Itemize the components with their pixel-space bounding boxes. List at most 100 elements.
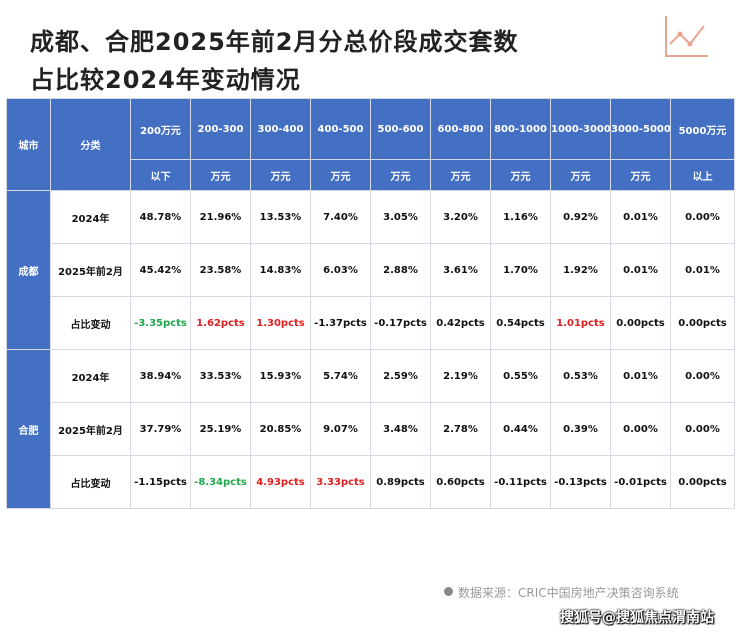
header-band-top: 800-1000: [490, 98, 551, 160]
value-cell: 0.01%: [610, 349, 671, 403]
value-cell: 0.00%: [670, 349, 735, 403]
data-source-note: 数据来源：CRIC中国房地产决策咨询系统: [458, 586, 679, 600]
value-cell: 0.00pcts: [610, 296, 671, 350]
value-cell: 4.93pcts: [250, 455, 311, 509]
value-cell: 6.03%: [310, 243, 371, 297]
table-row: 占比变动 -1.15pcts -8.34pcts 4.93pcts 3.33pcts 0.…: [7, 455, 735, 509]
watermark: 搜狐号@搜狐焦点渭南站: [560, 610, 714, 626]
header-band-bottom: 万元: [250, 159, 311, 191]
value-cell: 0.01%: [610, 190, 671, 244]
value-cell: 20.85%: [250, 402, 311, 456]
value-cell: 37.79%: [130, 402, 191, 456]
line-chart-icon: [662, 14, 710, 64]
value-cell: 25.19%: [190, 402, 251, 456]
value-cell: 0.92%: [550, 190, 611, 244]
value-cell: -0.13pcts: [550, 455, 611, 509]
value-cell: 0.55%: [490, 349, 551, 403]
source-dot-icon: [444, 587, 453, 596]
value-cell: 14.83%: [250, 243, 311, 297]
value-cell: 3.20%: [430, 190, 491, 244]
value-cell: 2.59%: [370, 349, 431, 403]
value-cell: 2.19%: [430, 349, 491, 403]
category-cell: 2024年: [50, 349, 131, 403]
value-cell: -0.17pcts: [370, 296, 431, 350]
value-cell: 0.54pcts: [490, 296, 551, 350]
category-cell: 2024年: [50, 190, 131, 244]
header-band-bottom: 万元: [490, 159, 551, 191]
value-cell: 0.89pcts: [370, 455, 431, 509]
header-band-bottom: 以上: [670, 159, 735, 191]
value-cell: 1.16%: [490, 190, 551, 244]
value-cell: 0.00pcts: [670, 455, 735, 509]
header-band-bottom: 万元: [310, 159, 371, 191]
value-cell: 5.74%: [310, 349, 371, 403]
table-row: 2025年前2月 37.79% 25.19% 20.85% 9.07% 3.48% 2.78…: [7, 402, 735, 456]
value-cell: 7.40%: [310, 190, 371, 244]
header-band-bottom: 万元: [190, 159, 251, 191]
value-cell: 1.30pcts: [250, 296, 311, 350]
header-band-bottom: 以下: [130, 159, 191, 191]
header-city: 城市: [6, 98, 51, 191]
value-cell: 0.44%: [490, 402, 551, 456]
value-cell: -0.11pcts: [490, 455, 551, 509]
value-cell: 1.92%: [550, 243, 611, 297]
header-band-top: 200万元: [130, 98, 191, 160]
header-band-bottom: 万元: [430, 159, 491, 191]
header-category: 分类: [50, 98, 131, 191]
value-cell: 21.96%: [190, 190, 251, 244]
value-cell: 13.53%: [250, 190, 311, 244]
value-cell: 9.07%: [310, 402, 371, 456]
header-band-bottom: 万元: [550, 159, 611, 191]
header-band-top: 300-400: [250, 98, 311, 160]
value-cell: 1.62pcts: [190, 296, 251, 350]
value-cell: 0.42pcts: [430, 296, 491, 350]
value-cell: -1.15pcts: [130, 455, 191, 509]
value-cell: 0.60pcts: [430, 455, 491, 509]
value-cell: -1.37pcts: [310, 296, 371, 350]
value-cell: 23.58%: [190, 243, 251, 297]
value-cell: -0.01pcts: [610, 455, 671, 509]
header-band-top: 3000-5000: [610, 98, 671, 160]
category-cell: 占比变动: [50, 296, 131, 350]
city-cell: 成都: [6, 190, 51, 350]
value-cell: 1.70%: [490, 243, 551, 297]
value-cell: 3.61%: [430, 243, 491, 297]
city-cell: 合肥: [6, 349, 51, 509]
value-cell: 33.53%: [190, 349, 251, 403]
value-cell: 2.88%: [370, 243, 431, 297]
table-row: 2025年前2月 45.42% 23.58% 14.83% 6.03% 2.88% 3.61…: [7, 243, 735, 297]
header-band-top: 500-600: [370, 98, 431, 160]
header-band-top: 400-500: [310, 98, 371, 160]
table-row: 合肥 2024年 38.94% 33.53% 15.93% 5.74% 2.59% 2.19%…: [6, 349, 735, 509]
value-cell: 0.39%: [550, 402, 611, 456]
value-cell: 1.01pcts: [550, 296, 611, 350]
category-cell: 占比变动: [50, 455, 131, 509]
value-cell: 3.05%: [370, 190, 431, 244]
price-band-table: 城市 分类 200万元 200-300 300-400 400-500 500-600 600…: [6, 98, 735, 509]
page-title-line-1: 成都、合肥2025年前2月分总价段成交套数: [30, 28, 519, 56]
header-band-top: 5000万元: [670, 98, 735, 160]
value-cell: 0.01%: [610, 243, 671, 297]
header-band-top: 1000-3000: [550, 98, 611, 160]
table-row: 成都 2024年 48.78% 21.96% 13.53% 7.40% 3.05% 3.20%…: [6, 190, 735, 350]
value-cell: 0.01%: [670, 243, 735, 297]
table-row: 占比变动 -3.35pcts 1.62pcts 1.30pcts -1.37pcts -0…: [7, 296, 735, 350]
value-cell: 45.42%: [130, 243, 191, 297]
value-cell: 0.00pcts: [670, 296, 735, 350]
value-cell: 48.78%: [130, 190, 191, 244]
value-cell: 3.48%: [370, 402, 431, 456]
value-cell: 0.00%: [670, 190, 735, 244]
value-cell: 0.00%: [610, 402, 671, 456]
header-band-top: 600-800: [430, 98, 491, 160]
value-cell: 38.94%: [130, 349, 191, 403]
value-cell: 15.93%: [250, 349, 311, 403]
value-cell: 0.53%: [550, 349, 611, 403]
value-cell: 2.78%: [430, 402, 491, 456]
value-cell: -3.35pcts: [130, 296, 191, 350]
header-band-top: 200-300: [190, 98, 251, 160]
header-band-bottom: 万元: [370, 159, 431, 191]
value-cell: -8.34pcts: [190, 455, 251, 509]
value-cell: 0.00%: [670, 402, 735, 456]
category-cell: 2025年前2月: [50, 402, 131, 456]
category-cell: 2025年前2月: [50, 243, 131, 297]
